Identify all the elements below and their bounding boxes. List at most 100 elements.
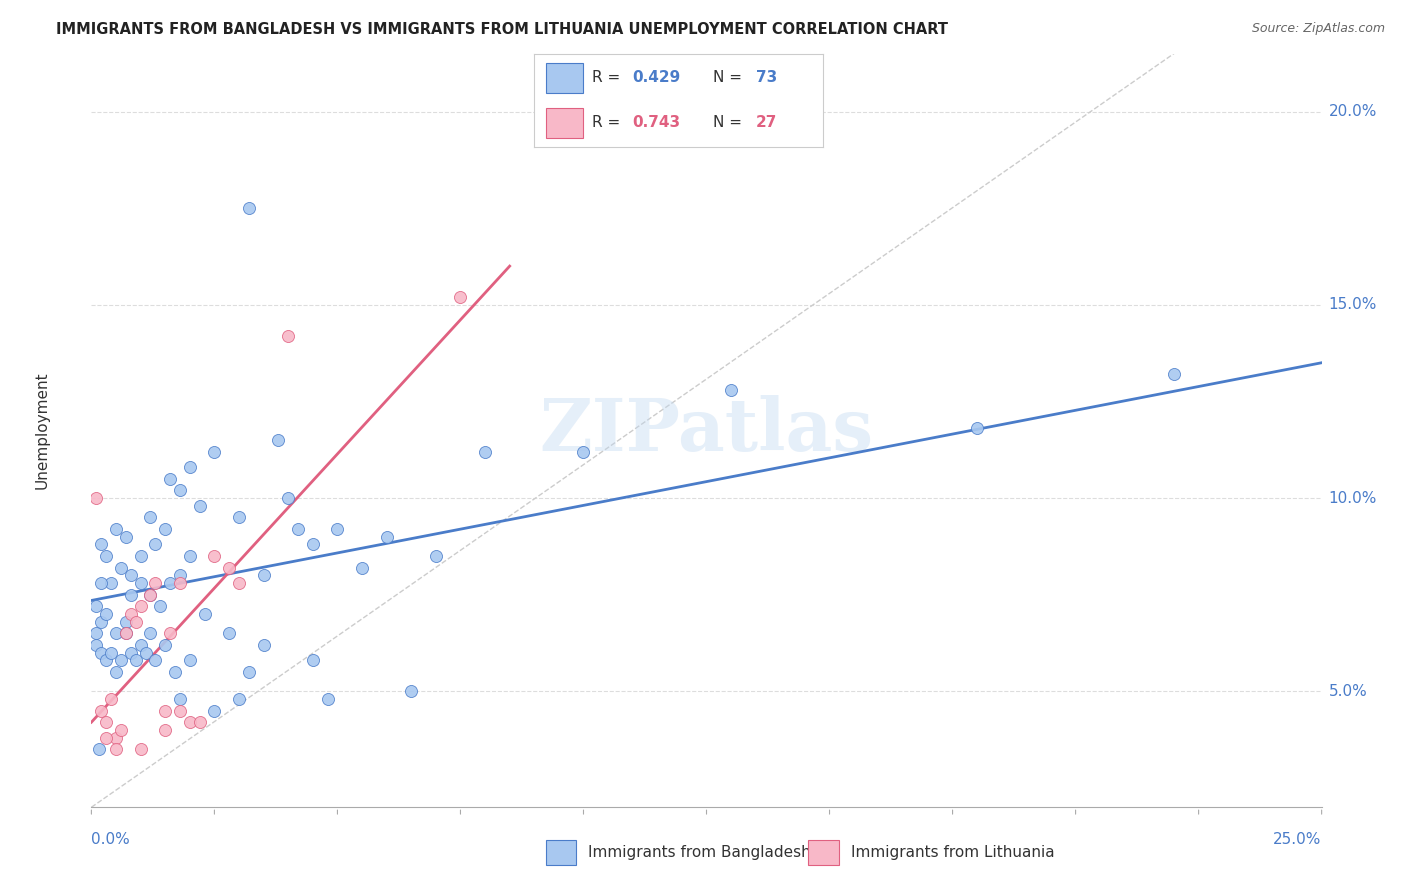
Text: N =: N = xyxy=(713,115,747,130)
Point xyxy=(169,704,191,718)
Point xyxy=(129,742,152,756)
Point xyxy=(90,576,112,591)
Point xyxy=(193,607,217,621)
Point xyxy=(179,460,201,475)
Point xyxy=(145,576,166,591)
Point xyxy=(326,522,349,536)
Point xyxy=(90,537,112,551)
Point xyxy=(179,549,201,563)
Point xyxy=(96,715,117,730)
Text: 10.0%: 10.0% xyxy=(1329,491,1376,506)
Point xyxy=(202,549,225,563)
Text: 15.0%: 15.0% xyxy=(1329,297,1376,312)
Text: Unemployment: Unemployment xyxy=(35,372,49,489)
Point xyxy=(228,510,250,524)
Point xyxy=(449,290,471,304)
Point xyxy=(316,692,339,706)
Point xyxy=(105,742,127,756)
Point xyxy=(169,483,191,498)
Point xyxy=(100,576,122,591)
Text: R =: R = xyxy=(592,115,626,130)
Text: Source: ZipAtlas.com: Source: ZipAtlas.com xyxy=(1251,22,1385,36)
Point xyxy=(153,638,177,652)
Point xyxy=(153,522,177,536)
Point xyxy=(163,665,186,679)
Point xyxy=(114,626,138,640)
Text: R =: R = xyxy=(592,70,626,86)
Point xyxy=(120,607,142,621)
Point xyxy=(1163,368,1185,382)
Point xyxy=(114,626,138,640)
Point xyxy=(110,723,132,737)
Point xyxy=(169,692,191,706)
Text: 0.743: 0.743 xyxy=(633,115,681,130)
Point xyxy=(124,653,148,667)
Point xyxy=(352,560,374,574)
Point xyxy=(301,653,323,667)
Point xyxy=(120,646,142,660)
Point xyxy=(100,692,122,706)
Point xyxy=(425,549,447,563)
Point xyxy=(301,537,323,551)
Point xyxy=(105,626,127,640)
Point xyxy=(218,560,240,574)
Point xyxy=(105,731,127,745)
Point xyxy=(149,599,172,614)
Point xyxy=(145,653,166,667)
Text: N =: N = xyxy=(713,70,747,86)
Point xyxy=(228,692,250,706)
Point xyxy=(86,638,108,652)
Text: 0.429: 0.429 xyxy=(633,70,681,86)
Point xyxy=(238,665,260,679)
Point xyxy=(90,646,112,660)
Point xyxy=(139,510,162,524)
Text: 25.0%: 25.0% xyxy=(1274,832,1322,847)
Point xyxy=(188,715,211,730)
Point xyxy=(129,576,152,591)
Point xyxy=(159,472,181,486)
Text: ZIPatlas: ZIPatlas xyxy=(540,395,873,466)
Point xyxy=(159,626,181,640)
Point xyxy=(153,704,177,718)
Point xyxy=(169,576,191,591)
Point xyxy=(110,560,132,574)
Point xyxy=(202,444,225,458)
Point xyxy=(277,491,299,505)
Point xyxy=(139,588,162,602)
Point xyxy=(129,638,152,652)
Point xyxy=(96,653,117,667)
Text: 5.0%: 5.0% xyxy=(1329,684,1367,698)
Point xyxy=(277,328,299,343)
Point xyxy=(124,615,148,629)
Point xyxy=(114,530,138,544)
Point xyxy=(120,568,142,582)
Point xyxy=(105,665,127,679)
Point xyxy=(87,742,110,756)
Point xyxy=(287,522,309,536)
Point xyxy=(474,444,496,458)
Point xyxy=(253,638,276,652)
Point xyxy=(720,383,742,397)
Point xyxy=(100,646,122,660)
Point xyxy=(179,653,201,667)
Point xyxy=(966,421,988,435)
Point xyxy=(129,549,152,563)
Point xyxy=(90,704,112,718)
Point xyxy=(188,499,211,513)
Point xyxy=(96,731,117,745)
Text: Immigrants from Lithuania: Immigrants from Lithuania xyxy=(851,846,1054,860)
Point xyxy=(267,433,290,447)
Point xyxy=(159,576,181,591)
Point xyxy=(105,522,127,536)
Point xyxy=(86,626,108,640)
Text: 73: 73 xyxy=(756,70,778,86)
Text: 20.0%: 20.0% xyxy=(1329,104,1376,119)
Point xyxy=(114,615,138,629)
Point xyxy=(202,704,225,718)
Point xyxy=(135,646,157,660)
Point xyxy=(145,537,166,551)
Point xyxy=(253,568,276,582)
Point xyxy=(153,723,177,737)
Point xyxy=(86,599,108,614)
Point xyxy=(96,549,117,563)
